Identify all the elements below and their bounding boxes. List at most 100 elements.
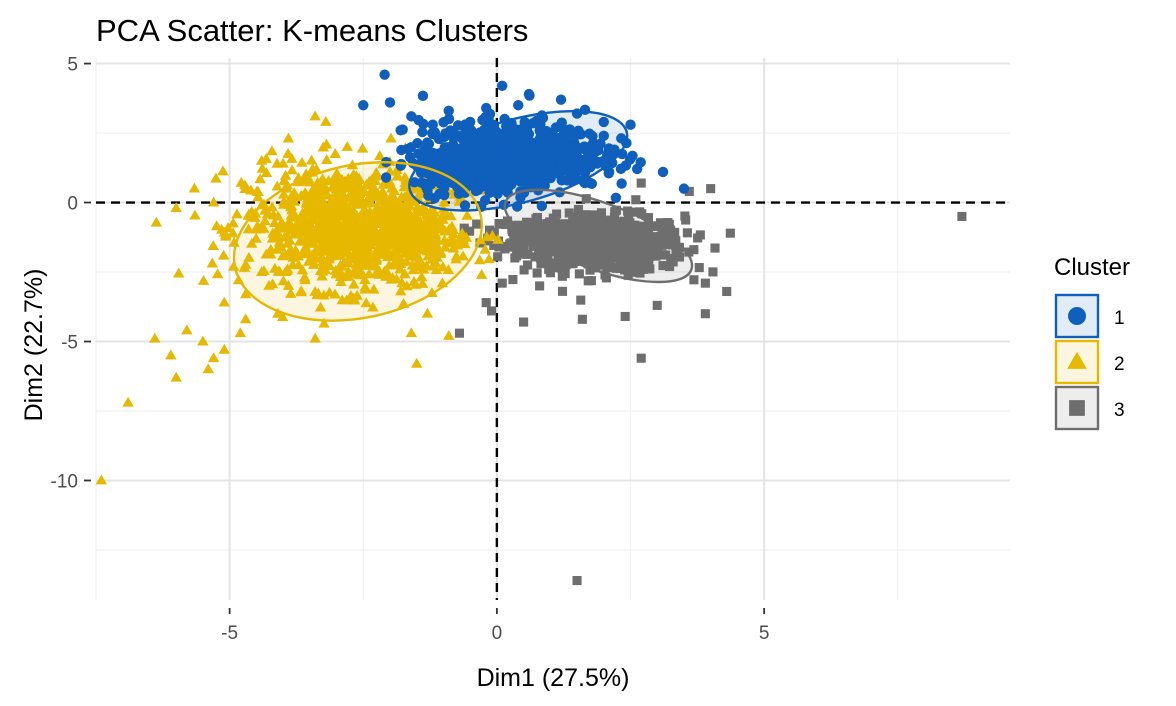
data-point — [368, 283, 380, 294]
legend-label-3: 3 — [1114, 400, 1125, 421]
data-point — [381, 178, 393, 189]
data-point — [519, 265, 529, 275]
data-point — [286, 222, 299, 233]
data-point — [406, 111, 417, 122]
data-point — [272, 210, 284, 221]
data-point — [626, 264, 636, 274]
data-point — [227, 217, 239, 228]
data-point — [459, 200, 471, 211]
data-point — [299, 232, 312, 243]
y-tick-label: -10 — [51, 471, 78, 492]
data-point — [217, 249, 230, 260]
data-point — [384, 97, 396, 108]
data-point — [519, 125, 530, 137]
data-point — [670, 227, 680, 237]
data-point — [562, 175, 573, 186]
data-point — [310, 163, 323, 174]
data-point — [611, 226, 621, 236]
data-point — [343, 190, 355, 201]
data-point — [442, 128, 453, 140]
data-point — [377, 210, 390, 221]
data-point — [570, 165, 581, 176]
data-point — [415, 271, 428, 282]
data-point — [480, 138, 492, 150]
data-point — [682, 228, 692, 238]
data-point — [616, 148, 628, 160]
data-point — [482, 152, 493, 164]
series-1 — [358, 69, 690, 212]
data-point — [560, 269, 570, 279]
data-point — [611, 253, 621, 263]
data-point — [459, 238, 471, 249]
data-point — [406, 232, 418, 243]
data-point — [207, 196, 220, 207]
data-point — [461, 209, 473, 220]
data-point — [555, 119, 567, 130]
data-point — [522, 217, 532, 227]
data-point — [541, 251, 551, 261]
data-point — [303, 176, 316, 187]
data-point — [409, 177, 420, 188]
data-point — [379, 69, 390, 80]
data-point — [708, 267, 718, 277]
data-point — [304, 200, 316, 211]
data-point — [503, 180, 515, 192]
data-point — [586, 233, 596, 243]
data-point — [665, 261, 675, 272]
data-point — [532, 268, 542, 278]
data-point — [579, 232, 589, 242]
data-point — [217, 165, 229, 176]
data-point — [516, 162, 527, 173]
data-point — [486, 306, 497, 316]
data-point — [609, 144, 620, 155]
data-point — [375, 235, 387, 246]
data-point — [544, 237, 554, 248]
data-point — [535, 281, 545, 291]
data-point — [652, 234, 662, 244]
data-point — [404, 191, 416, 202]
data-point — [541, 125, 552, 137]
data-point — [406, 259, 419, 270]
data-point — [500, 244, 510, 254]
data-point — [594, 254, 605, 264]
data-point — [472, 219, 482, 229]
data-point — [568, 214, 578, 224]
data-point — [266, 201, 278, 212]
data-point — [501, 219, 511, 230]
data-point — [165, 349, 177, 360]
data-point — [417, 90, 429, 102]
data-point — [513, 100, 524, 111]
data-point — [149, 332, 161, 343]
data-point — [401, 280, 413, 291]
data-point — [694, 263, 704, 273]
data-point — [465, 226, 475, 236]
data-point — [635, 157, 646, 168]
data-point — [386, 272, 399, 283]
data-point — [494, 138, 505, 149]
data-point — [706, 184, 716, 194]
data-point — [610, 192, 622, 203]
data-point — [416, 147, 428, 158]
data-point — [510, 253, 520, 263]
data-point — [658, 261, 668, 271]
data-point — [260, 167, 273, 178]
data-point — [477, 130, 488, 142]
data-point — [593, 215, 603, 225]
data-point — [616, 232, 626, 242]
data-point — [646, 234, 656, 244]
data-point — [360, 297, 372, 308]
data-point — [523, 260, 533, 270]
data-point — [347, 168, 360, 179]
data-point — [636, 353, 646, 363]
data-point — [360, 222, 372, 233]
data-point — [252, 191, 264, 202]
data-point — [601, 236, 612, 246]
data-point — [342, 172, 355, 183]
data-point — [573, 125, 584, 137]
data-point — [311, 176, 324, 187]
data-point — [480, 102, 492, 114]
data-point — [172, 267, 185, 278]
data-point — [414, 206, 427, 217]
data-point — [307, 255, 319, 266]
data-point — [329, 148, 341, 158]
